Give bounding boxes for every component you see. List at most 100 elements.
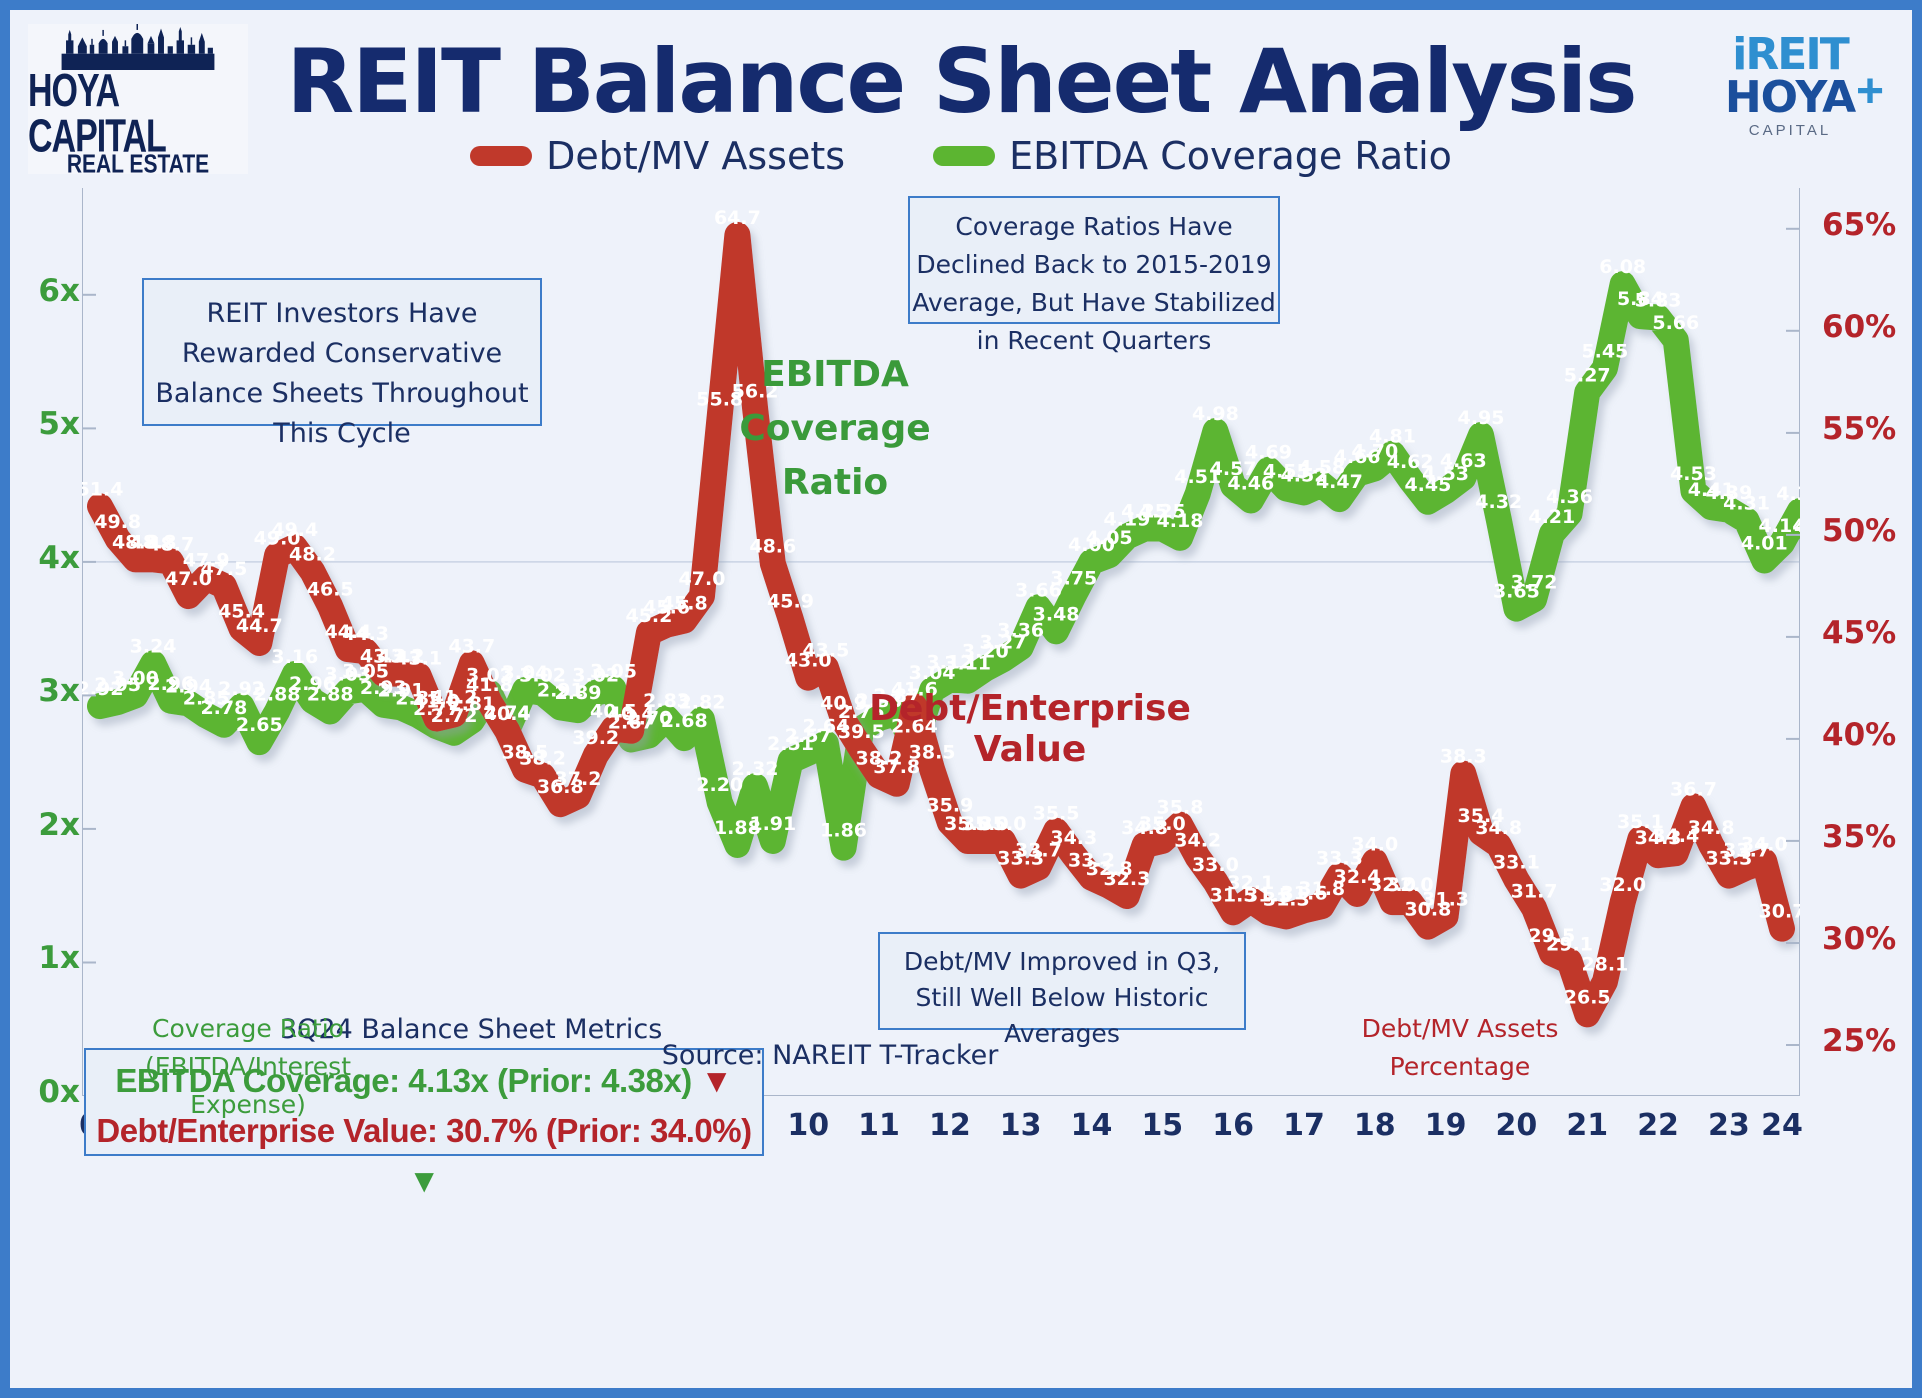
data-point-label: 26.5 [1564,986,1611,1008]
data-point-label: 48.6 [749,535,796,557]
data-point-label: 35.0 [962,813,1009,835]
data-point-label: 3.65 [1493,581,1540,603]
data-point-label: 4.25 [1139,501,1186,523]
data-point-label: 35.8 [1157,797,1204,819]
data-point-label: 2.83 [856,690,903,712]
x-tick: 15 [1141,1108,1184,1143]
data-point-label: 2.91 [537,679,584,701]
summary-row-ebitda: EBITDA Coverage: 4.13x (Prior: 4.38x) ▼ [86,1056,762,1106]
legend-swatch-debt [470,146,533,166]
series-label-debt: Debt/Enterprise Value [869,688,1191,770]
data-point-label: 35.0 [980,813,1027,835]
data-point-label: 3.04 [501,662,548,684]
data-point-label: 4.39 [1705,482,1752,504]
data-point-label: 2.96 [147,673,194,695]
data-point-label: 2.75 [838,701,885,723]
y-tick-right: 50% [1822,512,1897,549]
data-point-label: 48.8 [112,531,159,553]
x-tick: 18 [1353,1108,1396,1143]
data-point-label: 2.83 [643,690,690,712]
hoya-logo-text: HOYA [1724,72,1856,123]
x-tick: 17 [1283,1108,1325,1143]
data-point-label: 34.0 [1741,833,1788,855]
data-point-label: 31.3 [1263,888,1310,910]
data-point-label: 33.3 [1705,848,1752,870]
x-tick: 24 [1761,1108,1803,1143]
data-point-label: 32.4 [1334,866,1381,888]
data-point-label: 3.02 [466,665,513,687]
data-point-label: 4.25 [1121,501,1168,523]
data-point-label: 32.1 [1227,872,1274,894]
data-point-label: 41.6 [891,678,938,700]
data-point-label: 32.8 [1086,858,1133,880]
data-point-label: 30.8 [1404,899,1451,921]
data-point-label: 4.13 [1794,517,1800,539]
data-point-label: 4.31 [1723,493,1770,515]
data-point-label: 1.86 [820,820,867,842]
data-point-label: 44.4 [324,621,371,643]
logo-line-2: REAL ESTATE [66,150,210,179]
y-tick-right: 60% [1822,308,1897,345]
data-point-label: 43.2 [378,646,425,668]
callout-investors: REIT Investors Have Rewarded Conservativ… [142,278,542,449]
data-point-label: 48.7 [147,533,194,555]
data-point-label: 37.2 [555,768,602,790]
data-point-label: 34.4 [1652,825,1699,847]
ireit-hoya-logo: iREIT HOYA CAPITAL + [1690,33,1890,144]
data-point-label: 5.27 [1564,364,1611,386]
data-point-label: 5.66 [1652,312,1699,334]
data-point-label: 32.0 [1387,874,1434,896]
data-point-label: 4.66 [1334,446,1381,468]
data-point-label: 33.3 [1316,848,1363,870]
chart-plot-area: 51.4 49.8 48.8 48.8 48.7 47.0 47.9 47.5 45.4 44.7… [82,188,1800,1096]
data-point-label: 3.05 [342,661,389,683]
data-point-label: 3.27 [980,631,1027,653]
data-point-label: 4.52 [1281,464,1328,486]
data-point-label: 45.6 [643,597,690,619]
data-point-label: 35.1 [1617,811,1664,833]
data-point-label: 31.5 [1245,884,1292,906]
coverage-caption-line2: (EBITDA/Interest Expense) [144,1052,352,1119]
data-point-label: 36.8 [537,776,584,798]
data-point-label: 4.36 [1546,486,1593,508]
data-point-label: 38.5 [909,742,956,764]
metrics-title: 3Q24 Balance Sheet Metrics [280,1014,663,1045]
data-point-label: 34.8 [1688,817,1735,839]
data-point-label: 4.41 [1688,479,1735,501]
data-point-label: 48.8 [130,531,177,553]
data-point-label: 32.0 [1369,874,1416,896]
data-point-label: 41.0 [413,691,460,713]
data-point-label: 35.4 [1458,805,1505,827]
axis-caption-debt: Debt/MV Assets Percentage [1310,1010,1610,1086]
data-point-label: 4.14 [1759,515,1800,537]
data-point-label: 34.3 [1050,827,1097,849]
data-point-label: 41.8 [466,674,513,696]
series-label-ebitda: EBITDA Coverage Ratio [739,354,931,503]
data-point-label: 37.8 [873,756,920,778]
data-point-label: 40.4 [608,703,655,725]
legend-label-ebitda: EBITDA Coverage Ratio [1009,134,1452,178]
data-point-label: 43.7 [448,635,495,657]
data-point-label: 45.2 [625,605,672,627]
data-point-label: 33.2 [1068,850,1115,872]
page-title: REIT Balance Sheet Analysis [286,30,1637,133]
y-tick-right: 45% [1822,614,1897,651]
x-tick: 23 [1708,1108,1750,1143]
data-point-label: 2.20 [696,774,743,796]
data-point-label: 3.02 [519,665,566,687]
data-point-label: 35.9 [926,795,973,817]
data-point-label: 47.0 [165,568,212,590]
x-tick: 21 [1566,1108,1609,1143]
data-point-label: 4.51 [1174,466,1221,488]
axis-caption-coverage: Coverage Ratio (EBITDA/Interest Expense) [98,1010,398,1124]
data-point-label: 32.0 [1599,874,1646,896]
data-point-label: 44.7 [236,615,283,637]
data-point-label: 33.7 [1723,840,1770,862]
arrow-down-icon-ebitda: ▼ [700,1062,733,1099]
data-point-label: 40.9 [820,693,867,715]
legend-label-debt: Debt/MV Assets [546,134,846,178]
data-point-label: 4.55 [1263,460,1310,482]
x-tick: 12 [928,1108,971,1143]
data-point-label: 38.2 [519,748,566,770]
data-point-label: 2.70 [625,708,672,730]
